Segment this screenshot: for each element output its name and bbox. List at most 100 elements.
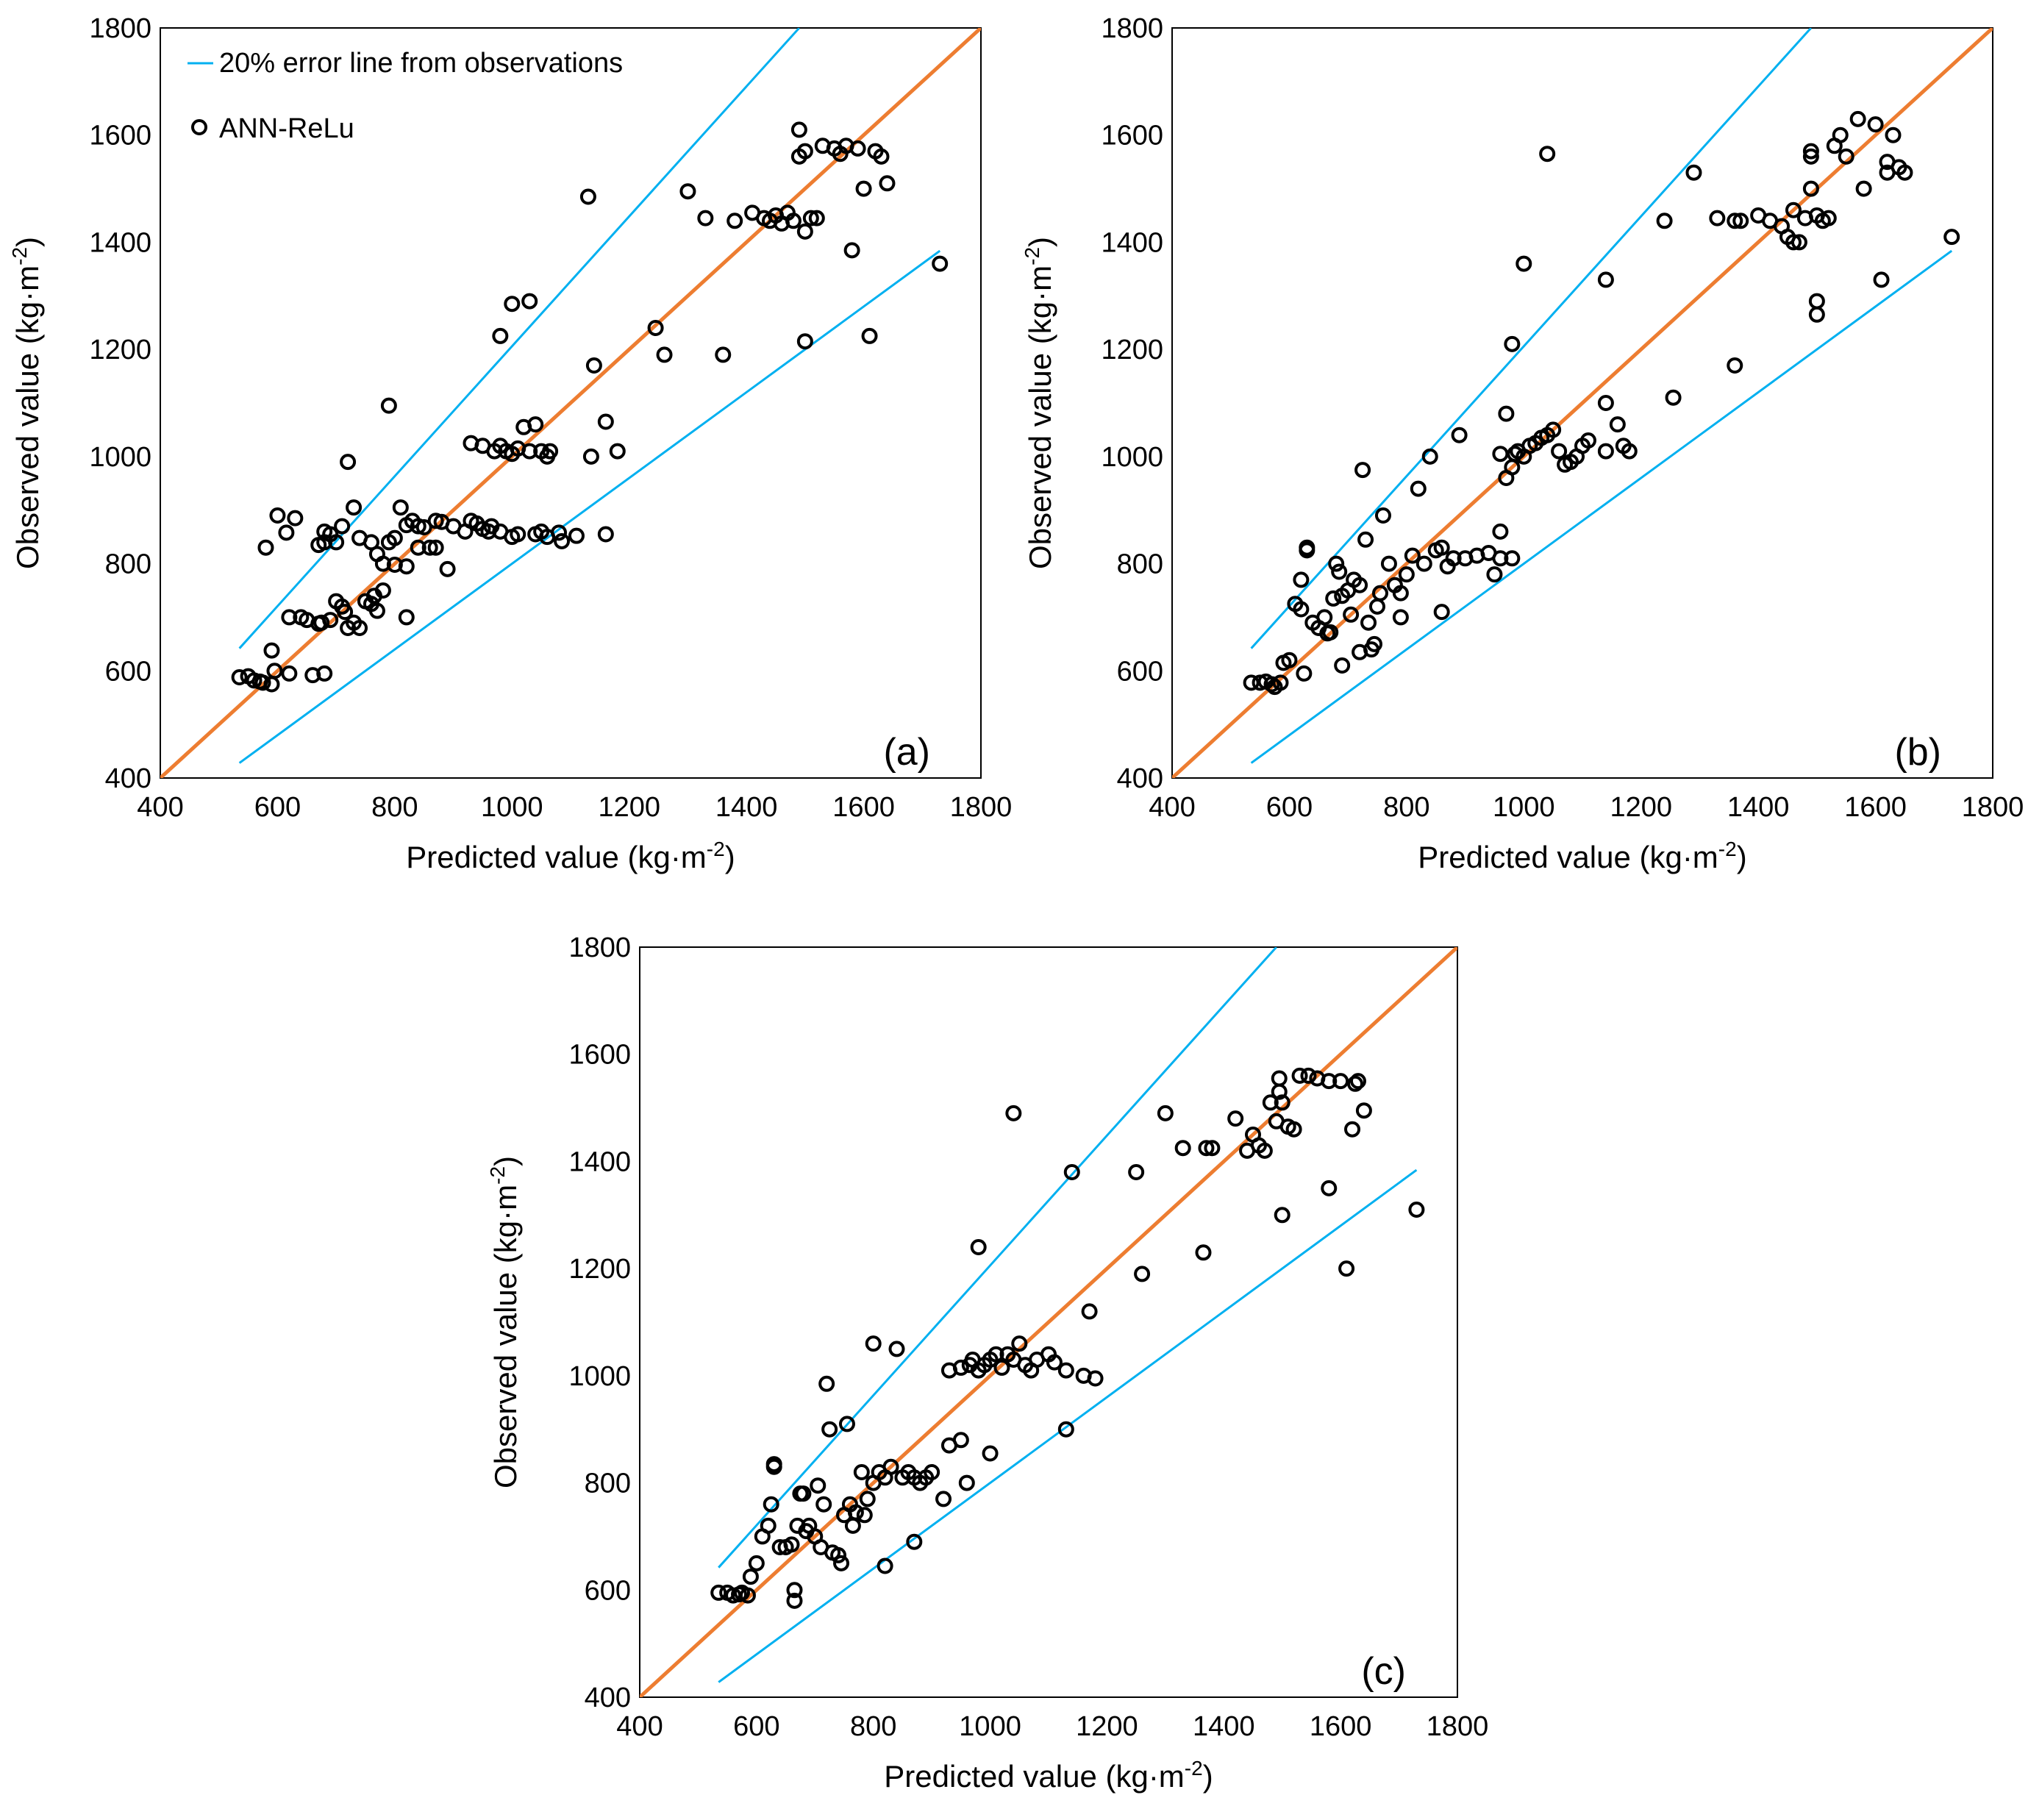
y-axis-title-main: Observed value (kg·m bbox=[10, 265, 45, 569]
scatter-point bbox=[838, 1416, 855, 1432]
scatter-point bbox=[263, 642, 280, 659]
scatter-point bbox=[1392, 609, 1409, 626]
scatter-point bbox=[1331, 563, 1348, 580]
scatter-point bbox=[1011, 1335, 1028, 1352]
scatter-point bbox=[287, 510, 304, 527]
scatter-point bbox=[935, 1491, 952, 1507]
lower-error-line bbox=[238, 249, 941, 764]
y-axis-title-main: Observed value (kg·m bbox=[1023, 265, 1057, 569]
scatter-point bbox=[266, 663, 283, 679]
scatter-point bbox=[1398, 566, 1415, 583]
scatter-point bbox=[1332, 1073, 1349, 1090]
scatter-point bbox=[647, 320, 664, 336]
x-tick-label: 800 bbox=[1383, 792, 1429, 823]
x-axis-title-main: Predicted value (kg·m bbox=[884, 1759, 1185, 1794]
x-tick-label: 1600 bbox=[1310, 1711, 1372, 1742]
scatter-point bbox=[1727, 213, 1743, 229]
scatter-point bbox=[853, 1464, 870, 1480]
y-tick-label: 1600 bbox=[89, 121, 151, 151]
scatter-point bbox=[281, 609, 298, 626]
plot-area bbox=[1172, 28, 1993, 778]
scatter-point bbox=[1352, 577, 1368, 593]
scatter-point bbox=[1832, 126, 1849, 143]
scatter-point bbox=[1896, 164, 1913, 181]
chart-panel-c: 400 600 800 1000 1200 1400 1600 1800 400 600 800 10… bbox=[486, 932, 1488, 1794]
scatter-point bbox=[888, 1341, 905, 1357]
y-axis-title: Observed value (kg·m-2) bbox=[486, 1156, 523, 1488]
scatter-point bbox=[1492, 523, 1509, 540]
scatter-point bbox=[1597, 271, 1614, 288]
scatter-point bbox=[1433, 539, 1450, 556]
scatter-point bbox=[1486, 566, 1503, 583]
scatter-point bbox=[873, 148, 890, 165]
scatter-point bbox=[815, 1496, 832, 1513]
scatter-point bbox=[1299, 542, 1315, 559]
scatter-point bbox=[1609, 416, 1626, 433]
scatter-point bbox=[1802, 148, 1819, 165]
scatter-point bbox=[1063, 1164, 1080, 1180]
scatter-point bbox=[1445, 550, 1462, 567]
scatter-point bbox=[818, 1375, 835, 1392]
scatter-point bbox=[1433, 604, 1450, 621]
scatter-point bbox=[492, 327, 509, 344]
scatter-point bbox=[1943, 229, 1960, 246]
scatter-point bbox=[1498, 405, 1515, 422]
scatter-point bbox=[1732, 213, 1749, 229]
scatter-point bbox=[527, 416, 544, 433]
scatter-point bbox=[861, 327, 878, 344]
x-tick-label: 400 bbox=[137, 792, 183, 823]
y-tick-label: 1200 bbox=[568, 1254, 631, 1285]
scatter-point bbox=[1516, 255, 1532, 272]
scatter-point bbox=[510, 526, 526, 543]
scatter-point bbox=[1134, 1266, 1151, 1282]
scatter-point bbox=[1551, 443, 1568, 460]
x-tick-label: 1000 bbox=[959, 1711, 1021, 1742]
scatter-point bbox=[322, 612, 339, 629]
scatter-point bbox=[1597, 395, 1614, 411]
scatter-point bbox=[1709, 210, 1726, 226]
scatter-point bbox=[1545, 421, 1562, 438]
y-tick-label: 400 bbox=[105, 763, 151, 794]
scatter-point bbox=[1057, 1362, 1074, 1379]
legend-error-label: 20% error line from observations bbox=[219, 48, 623, 79]
scatter-point bbox=[1539, 146, 1556, 163]
scatter-point bbox=[958, 1474, 975, 1491]
scatter-point bbox=[1785, 234, 1802, 251]
scatter-point bbox=[1855, 180, 1872, 197]
scatter-point bbox=[855, 180, 872, 197]
legend-marker-label: ANN-ReLu bbox=[219, 113, 354, 144]
y-tick-label: 1600 bbox=[1101, 121, 1163, 151]
scatter-point bbox=[821, 1421, 838, 1438]
scatter-point bbox=[796, 143, 813, 160]
scatter-point bbox=[1204, 1140, 1221, 1157]
scatter-point bbox=[254, 674, 271, 691]
scatter-point bbox=[982, 1445, 999, 1462]
scatter-point bbox=[952, 1359, 969, 1376]
scatter-point bbox=[351, 620, 368, 636]
scatter-point bbox=[597, 526, 614, 543]
x-axis-title-main: Predicted value (kg·m bbox=[1418, 840, 1718, 874]
y-tick-label: 1800 bbox=[89, 13, 151, 44]
scatter-point bbox=[1274, 1094, 1290, 1111]
panel-label: (a) bbox=[883, 731, 930, 774]
scatter-point bbox=[786, 1592, 803, 1609]
scatter-point bbox=[398, 558, 415, 575]
scatter-point bbox=[802, 210, 819, 226]
x-axis-title: Predicted value (kg·m-2) bbox=[1418, 838, 1746, 874]
scatter-point bbox=[710, 1584, 727, 1601]
x-tick-label: 400 bbox=[616, 1711, 663, 1742]
scatter-point bbox=[1360, 614, 1377, 631]
scatter-point bbox=[847, 1504, 864, 1521]
scatter-point bbox=[1243, 674, 1260, 691]
scatter-point bbox=[1174, 1140, 1191, 1157]
scatter-point bbox=[374, 582, 391, 599]
scatter-point bbox=[830, 1546, 847, 1563]
scatter-point bbox=[1408, 1202, 1425, 1218]
scatter-point bbox=[952, 1432, 969, 1449]
plot-frame bbox=[639, 946, 1458, 1698]
x-tick-label: 1600 bbox=[1844, 792, 1907, 823]
scatter-point bbox=[877, 1557, 893, 1574]
scatter-point bbox=[1404, 547, 1421, 564]
scatter-point bbox=[849, 140, 866, 157]
scatter-point bbox=[1128, 1164, 1145, 1180]
